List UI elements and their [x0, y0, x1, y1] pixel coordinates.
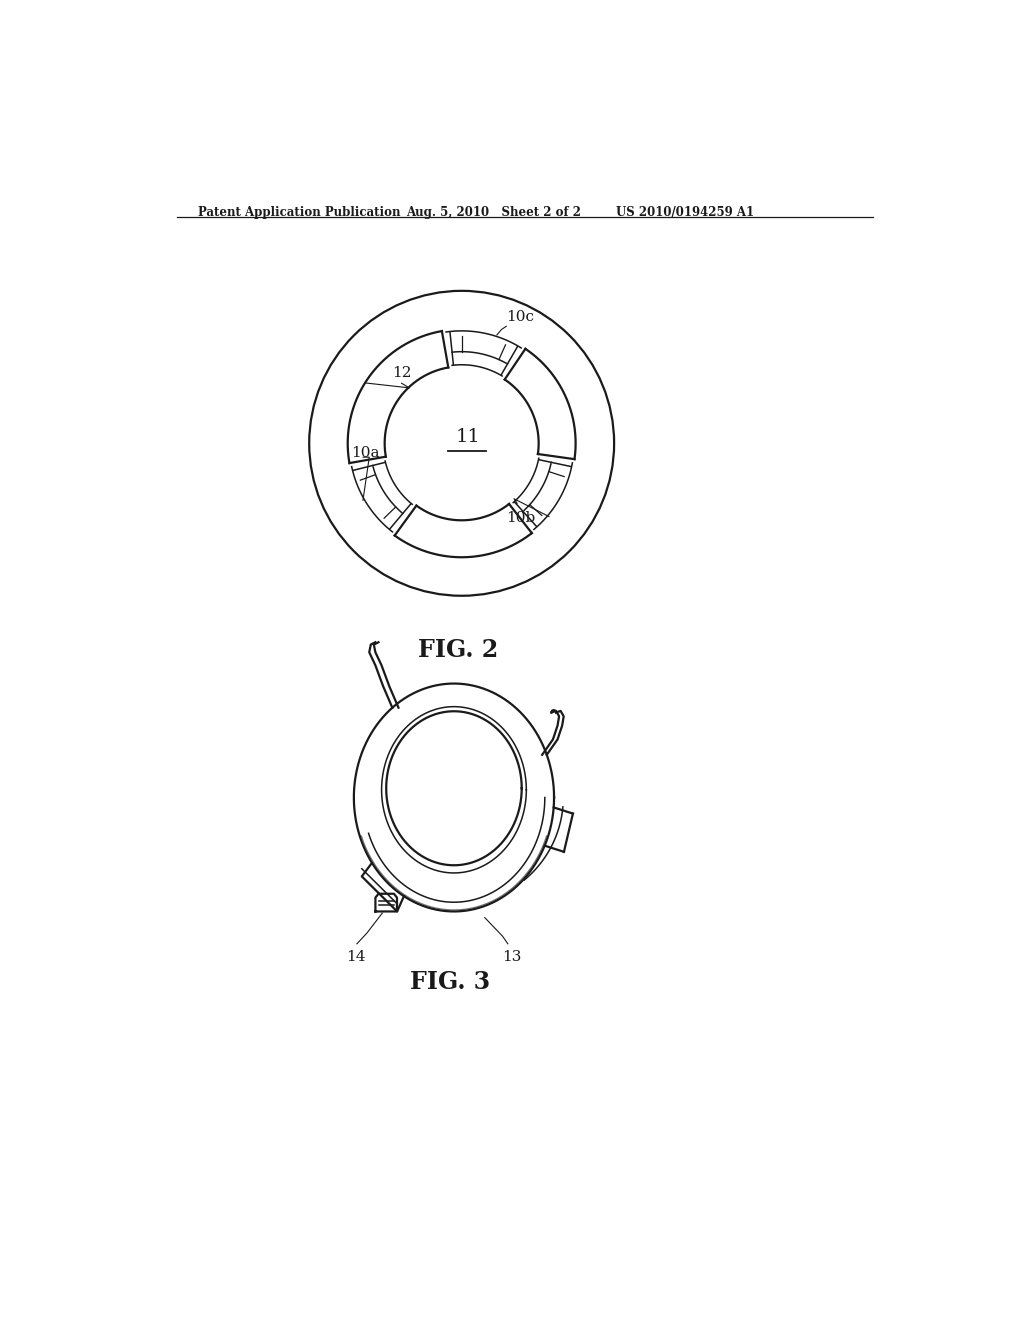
- Text: FIG. 3: FIG. 3: [410, 970, 490, 994]
- Text: 10b: 10b: [506, 511, 536, 525]
- Text: 14: 14: [346, 950, 366, 964]
- Text: 10a: 10a: [351, 446, 380, 459]
- Text: US 2010/0194259 A1: US 2010/0194259 A1: [615, 206, 754, 219]
- Text: 11: 11: [456, 428, 480, 446]
- Text: 12: 12: [392, 366, 412, 380]
- Text: FIG. 2: FIG. 2: [418, 638, 498, 661]
- Text: Patent Application Publication: Patent Application Publication: [199, 206, 400, 219]
- Text: 10c: 10c: [506, 310, 535, 323]
- Text: Aug. 5, 2010   Sheet 2 of 2: Aug. 5, 2010 Sheet 2 of 2: [407, 206, 582, 219]
- Text: 13: 13: [503, 950, 522, 964]
